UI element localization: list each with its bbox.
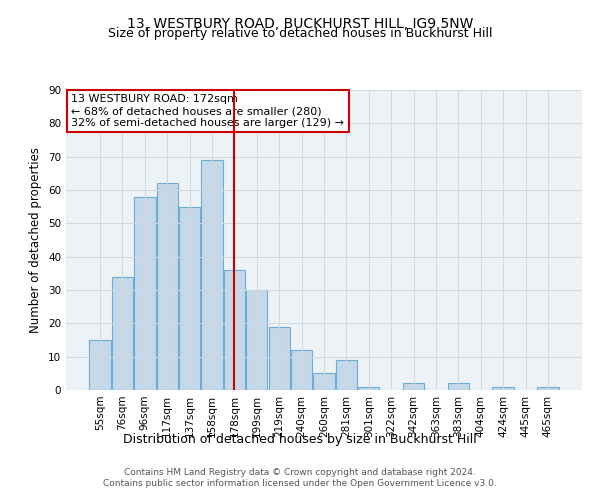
Bar xyxy=(202,160,223,390)
Bar xyxy=(336,360,357,390)
Text: Distribution of detached houses by size in Buckhurst Hill: Distribution of detached houses by size … xyxy=(123,432,477,446)
Bar xyxy=(493,386,514,390)
Bar xyxy=(112,276,133,390)
Bar xyxy=(313,374,335,390)
Bar xyxy=(157,184,178,390)
Bar xyxy=(403,384,424,390)
Text: 13, WESTBURY ROAD, BUCKHURST HILL, IG9 5NW: 13, WESTBURY ROAD, BUCKHURST HILL, IG9 5… xyxy=(127,18,473,32)
Bar xyxy=(224,270,245,390)
Bar xyxy=(291,350,312,390)
Text: Size of property relative to detached houses in Buckhurst Hill: Size of property relative to detached ho… xyxy=(108,28,492,40)
Bar xyxy=(246,290,268,390)
Bar xyxy=(358,386,379,390)
Bar xyxy=(179,206,200,390)
Bar xyxy=(537,386,559,390)
Text: Contains HM Land Registry data © Crown copyright and database right 2024.
Contai: Contains HM Land Registry data © Crown c… xyxy=(103,468,497,487)
Text: 13 WESTBURY ROAD: 172sqm
← 68% of detached houses are smaller (280)
32% of semi-: 13 WESTBURY ROAD: 172sqm ← 68% of detach… xyxy=(71,94,344,128)
Bar xyxy=(134,196,155,390)
Bar xyxy=(89,340,111,390)
Bar xyxy=(269,326,290,390)
Bar xyxy=(448,384,469,390)
Y-axis label: Number of detached properties: Number of detached properties xyxy=(29,147,43,333)
